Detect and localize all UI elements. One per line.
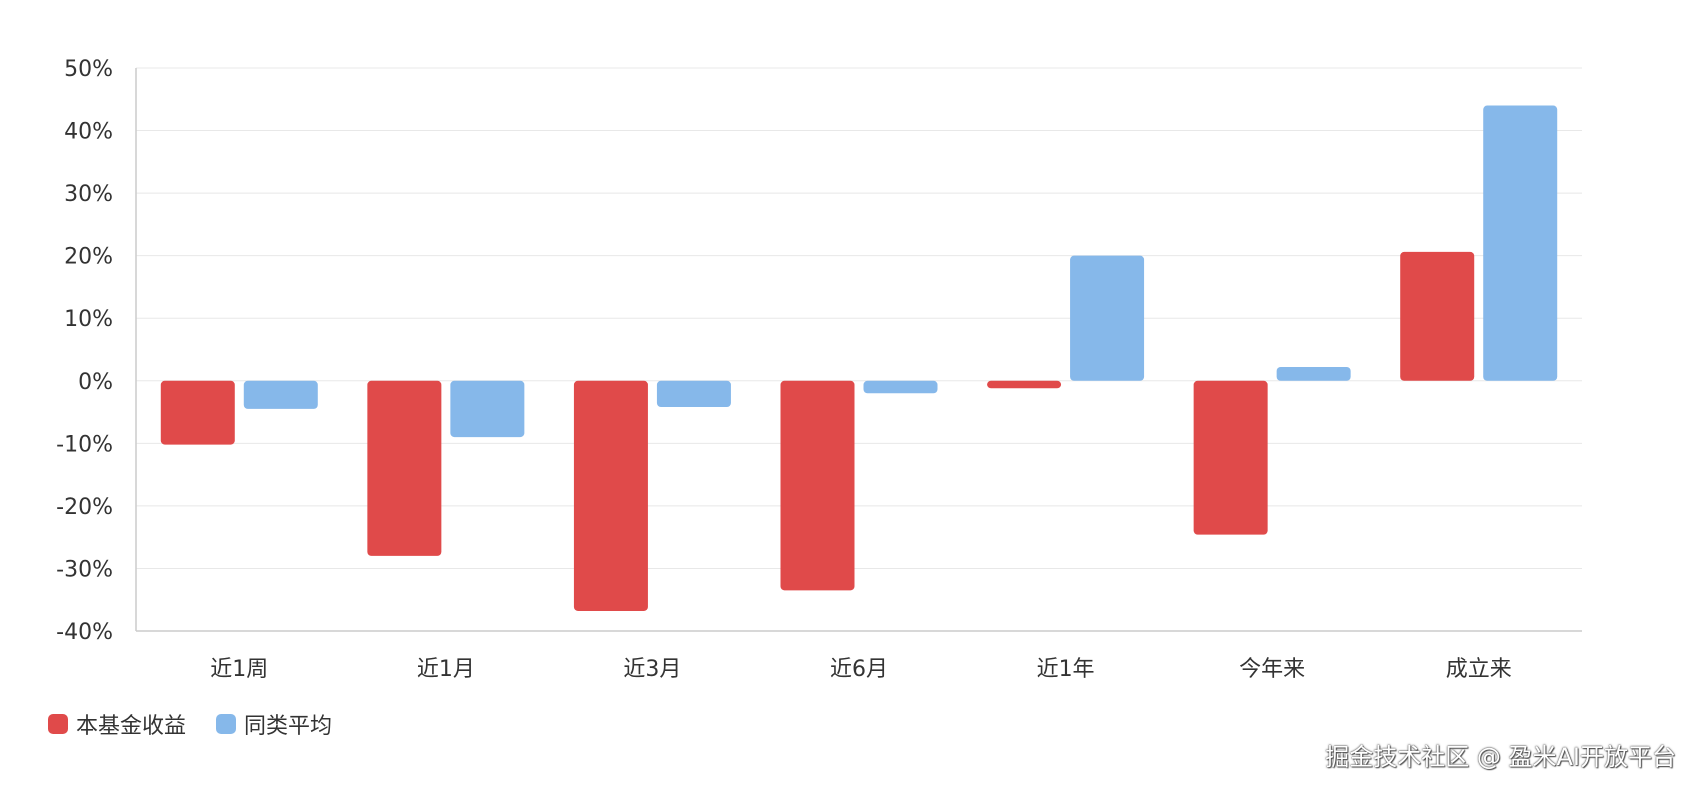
bar-fund-return [1193,380,1268,535]
bars [160,105,1558,611]
bar-fund-return [780,380,855,591]
y-tick-label: 0% [78,370,113,395]
x-tick-label: 近3月 [623,657,681,682]
bar-fund-return [367,380,442,556]
legend: 本基金收益 同类平均 [48,708,332,740]
y-tick-label: 50% [64,57,113,82]
bar-fund-return [987,380,1062,389]
x-tick-label: 近1周 [210,657,268,682]
legend-swatch-peer-average [216,714,237,734]
x-tick-label: 近1月 [417,657,475,682]
legend-item-fund-return[interactable]: 本基金收益 [48,708,186,740]
bar-fund-return [160,380,235,445]
x-tick-label: 近6月 [830,657,888,682]
y-tick-label: 20% [64,245,113,270]
legend-label-peer-average: 同类平均 [244,714,333,739]
legend-label-fund-return: 本基金收益 [76,714,187,739]
axes [135,68,1582,632]
bar-peer-average [1070,255,1145,381]
bar-peer-average [1276,367,1351,381]
gridlines [136,67,1582,569]
y-tick-label: 10% [64,307,113,332]
bar-peer-average [656,380,731,408]
y-axis-ticks: 50% 40% 30% 20% 10% 0% -10% -20% -30% -40% [56,57,113,645]
bar-fund-return [573,380,648,611]
x-tick-label: 近1年 [1037,657,1095,682]
y-tick-label: 40% [64,120,113,145]
x-tick-label: 今年来 [1239,657,1305,682]
y-tick-label: -30% [56,557,113,582]
y-tick-label: -40% [56,620,113,645]
legend-swatch-fund-return [48,714,68,734]
bar-peer-average [1483,105,1558,381]
bar-fund-return [1400,251,1475,381]
legend-item-peer-average[interactable]: 同类平均 [216,708,332,740]
bar-peer-average [243,380,318,409]
y-tick-label: 30% [64,182,113,207]
bar-peer-average [863,380,938,394]
x-axis-labels: 近1周 近1月 近3月 近6月 近1年 今年来 成立来 [210,657,1511,682]
x-tick-label: 成立来 [1446,657,1512,682]
y-tick-label: -10% [56,432,113,457]
bar-peer-average [450,380,525,438]
watermark: 掘金技术社区 @ 盈米AI开放平台 [1325,743,1676,771]
y-tick-label: -20% [56,495,113,520]
